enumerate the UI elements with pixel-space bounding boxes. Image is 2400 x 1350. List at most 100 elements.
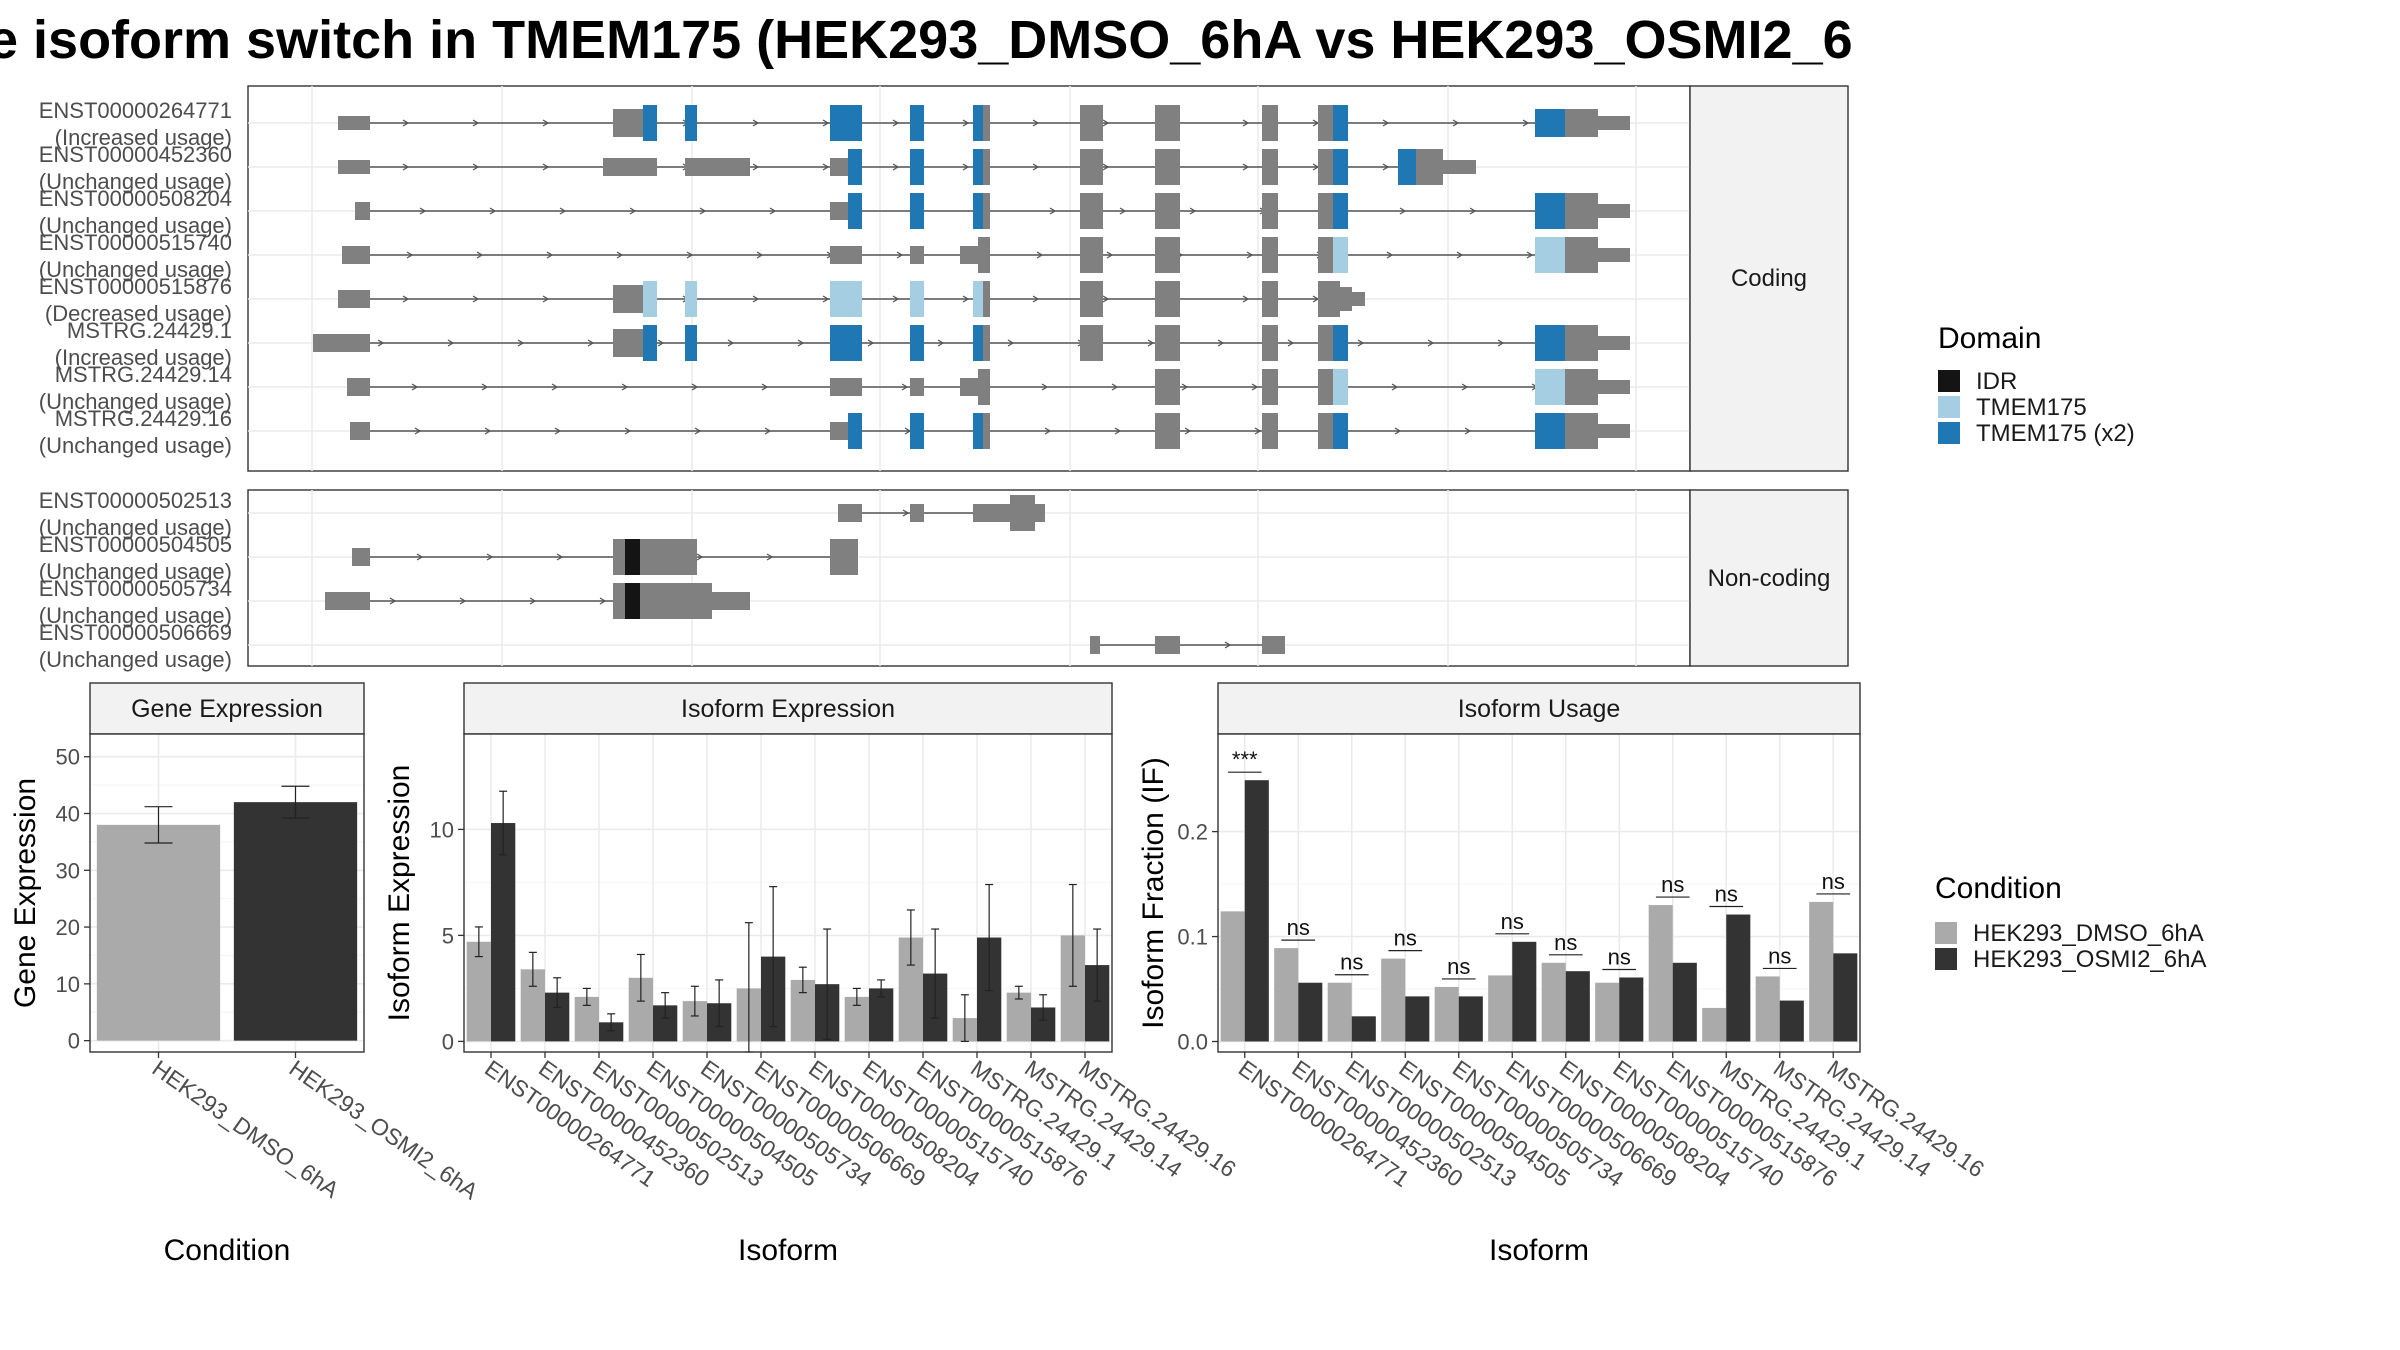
exon-block	[338, 290, 370, 308]
intron-arrow	[686, 251, 694, 259]
intron-arrow	[447, 339, 455, 347]
exon-block	[1262, 369, 1278, 405]
condition-legend-label: HEK293_OSMI2_6hA	[1973, 946, 2206, 973]
intron-arrow	[616, 251, 624, 259]
exon-block	[1262, 413, 1278, 449]
intron-arrow	[761, 383, 769, 391]
exon-block	[1340, 287, 1352, 311]
intron-arrow	[937, 339, 945, 347]
intron-arrow	[1224, 641, 1232, 649]
domain-block	[910, 413, 924, 449]
isoform-usage-label: (Unchanged usage)	[39, 257, 232, 282]
significance-label: ns	[1715, 882, 1738, 907]
intron-arrow	[1242, 119, 1250, 127]
intron-arrow	[1242, 295, 1250, 303]
domain-block	[830, 325, 862, 361]
intron-arrow	[822, 119, 830, 127]
domain-block	[830, 105, 862, 141]
bar	[1648, 905, 1673, 1042]
intron-arrow	[546, 251, 554, 259]
domain-block	[910, 325, 924, 361]
exon-block	[978, 237, 990, 273]
intron-arrow	[1032, 163, 1040, 171]
bar	[1244, 780, 1269, 1042]
intron-arrow	[587, 339, 595, 347]
exon-block	[1598, 116, 1630, 130]
y-tick-label: 0	[68, 1029, 80, 1054]
intron-arrow	[1049, 207, 1057, 215]
intron-arrow	[1102, 163, 1110, 171]
intron-arrow	[1497, 339, 1505, 347]
exon-block	[1598, 248, 1630, 262]
exon-block	[830, 246, 862, 264]
exon-block	[910, 504, 924, 522]
intron-arrow	[1041, 383, 1049, 391]
domain-block	[1535, 193, 1565, 229]
bar	[1595, 982, 1620, 1042]
exon-block	[1416, 149, 1443, 185]
intron-arrow	[551, 383, 559, 391]
y-tick-label: 40	[56, 802, 80, 827]
intron-arrow	[517, 339, 525, 347]
domain-block	[973, 325, 983, 361]
exon-block	[1262, 636, 1285, 654]
exon-block	[1352, 292, 1365, 306]
exon-block	[1010, 495, 1035, 531]
isoform-usage-label: (Unchanged usage)	[39, 647, 232, 672]
exon-block	[973, 504, 1010, 522]
domain-block	[830, 281, 862, 317]
y-tick-label: 10	[56, 972, 80, 997]
domain-block	[848, 149, 862, 185]
exon-block	[342, 246, 370, 264]
exon-block	[1262, 149, 1278, 185]
bar	[1755, 976, 1780, 1042]
intron-arrow	[1464, 427, 1472, 435]
intron-arrow	[696, 553, 704, 561]
intron-arrow	[1382, 119, 1390, 127]
intron-arrow	[1106, 251, 1114, 259]
exon-block	[613, 539, 625, 575]
exon-block	[338, 160, 370, 174]
intron-arrow	[962, 163, 970, 171]
domain-block	[910, 193, 924, 229]
intron-arrow	[559, 207, 567, 215]
domain-block	[973, 149, 983, 185]
exon-block	[983, 325, 990, 361]
y-tick-label: 0.1	[1177, 925, 1208, 950]
exon-block	[978, 369, 990, 405]
significance-label: ns	[1822, 869, 1845, 894]
structure-panel-c	[247, 85, 1691, 472]
intron-arrow	[766, 553, 774, 561]
domain-block	[1333, 105, 1348, 141]
exon-block	[1035, 504, 1045, 522]
domain-block	[643, 281, 657, 317]
intron-arrow	[621, 383, 629, 391]
significance-label: ns	[1768, 943, 1791, 968]
isoform-usage-label: (Unchanged usage)	[39, 515, 232, 540]
intron-arrow	[472, 163, 480, 171]
intron-arrow	[416, 553, 424, 561]
exon-block	[1080, 105, 1103, 141]
y-axis-title: Isoform Expression	[383, 765, 416, 1022]
condition-legend-title: Condition	[1935, 872, 2062, 905]
intron-arrow	[1242, 163, 1250, 171]
bar-panels: Gene Expression01020304050HEK293_DMSO_6h…	[9, 682, 1989, 1267]
intron-arrow	[406, 251, 414, 259]
y-axis-title: Isoform Fraction (IF)	[1137, 757, 1170, 1029]
domain-block	[910, 281, 924, 317]
domain-block	[1333, 325, 1348, 361]
exon-block	[1318, 237, 1333, 273]
intron-arrow	[1147, 339, 1155, 347]
significance-label: ns	[1394, 926, 1417, 951]
intron-arrow	[411, 383, 419, 391]
exon-block	[1262, 325, 1278, 361]
exon-block	[983, 149, 990, 185]
bar	[1779, 1000, 1804, 1042]
exon-block	[1080, 193, 1103, 229]
bar	[466, 941, 491, 1042]
domain-block	[1333, 149, 1348, 185]
intron-arrow	[484, 427, 492, 435]
exon-block	[1080, 325, 1103, 361]
